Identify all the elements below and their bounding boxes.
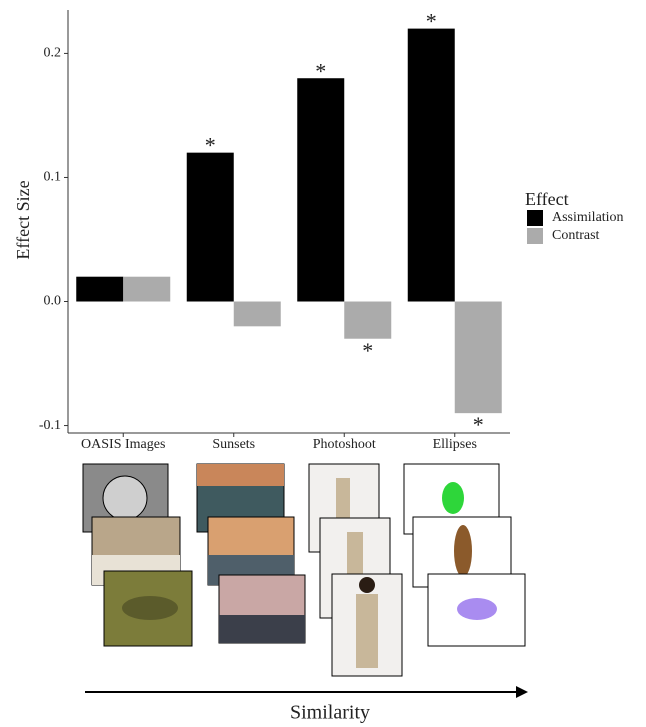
bar xyxy=(344,302,391,339)
significance-marker: * xyxy=(315,58,326,83)
bar xyxy=(297,78,344,301)
chart: Effect Size Effect Similarity -0.1 0.0 0.1… xyxy=(0,0,646,727)
x-axis-label: Similarity xyxy=(290,702,370,724)
bar xyxy=(234,302,281,327)
page: Effect Size Effect Similarity -0.1 0.0 0.1… xyxy=(0,0,646,727)
legend-label: Contrast xyxy=(552,228,600,243)
y-tick-label: -0.1 xyxy=(39,418,61,433)
bar xyxy=(187,153,234,302)
legend-swatch xyxy=(527,210,543,226)
y-tick-label: 0.2 xyxy=(44,46,62,61)
x-tick-label: OASIS Images xyxy=(81,437,165,452)
illustrations xyxy=(83,464,525,676)
bar xyxy=(123,277,170,302)
legend-swatch xyxy=(527,228,543,244)
bar xyxy=(455,302,502,414)
y-axis-label: Effect Size xyxy=(13,180,33,259)
significance-marker: * xyxy=(426,9,437,34)
y-tick-label: 0.1 xyxy=(44,170,62,185)
significance-marker: * xyxy=(362,338,373,363)
bar xyxy=(408,29,455,302)
significance-marker: * xyxy=(205,133,216,158)
similarity-arrowhead xyxy=(516,686,528,698)
bar xyxy=(76,277,123,302)
significance-marker: * xyxy=(473,412,484,437)
legend-label: Assimilation xyxy=(552,210,624,225)
x-tick-label: Photoshoot xyxy=(313,437,376,452)
y-tick-label: 0.0 xyxy=(44,294,62,309)
x-tick-label: Sunsets xyxy=(212,437,255,452)
legend-title: Effect xyxy=(525,189,569,209)
x-tick-label: Ellipses xyxy=(433,437,477,452)
